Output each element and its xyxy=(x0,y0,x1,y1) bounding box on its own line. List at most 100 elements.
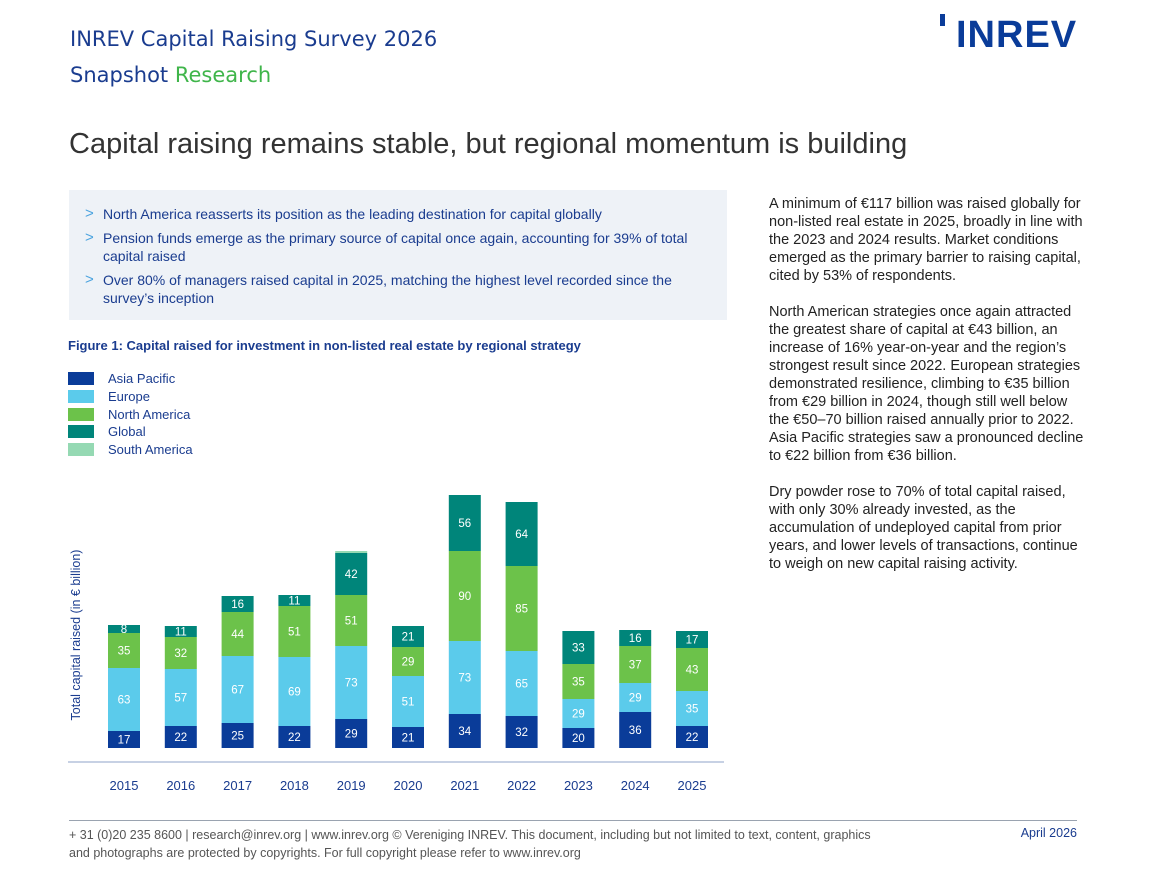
data-label: 73 xyxy=(345,678,358,690)
report-title: INREV Capital Raising Survey 2026 xyxy=(70,27,438,51)
bar-segment xyxy=(562,664,595,699)
data-label: 57 xyxy=(174,693,187,705)
data-label: 34 xyxy=(458,726,471,738)
data-label: 63 xyxy=(118,695,131,707)
data-label: 20 xyxy=(572,733,585,745)
bar-segment xyxy=(562,699,595,728)
bar-segment xyxy=(278,726,311,748)
data-label: 29 xyxy=(345,729,358,741)
bar-segment xyxy=(392,647,424,676)
legend-swatch xyxy=(68,443,94,456)
data-label: 16 xyxy=(231,599,244,611)
x-tick-label: 2015 xyxy=(110,778,139,793)
data-label: 44 xyxy=(231,629,244,641)
data-label: 37 xyxy=(629,660,642,672)
summary-bullet-text: North America reasserts its position as … xyxy=(103,206,602,222)
footer-date: April 2026 xyxy=(1020,826,1077,840)
summary-bullet: > North America reasserts its position a… xyxy=(85,205,715,223)
x-tick-label: 2021 xyxy=(450,778,479,793)
data-label: 32 xyxy=(174,648,187,660)
bar-segment xyxy=(505,566,538,651)
legend-swatch xyxy=(68,390,94,403)
bar-segment xyxy=(448,551,481,641)
bar-segment xyxy=(108,668,140,731)
report-subtitle: Snapshot Research xyxy=(70,63,271,87)
page-headline: Capital raising remains stable, but regi… xyxy=(69,128,908,160)
x-tick-label: 2017 xyxy=(223,778,252,793)
legend-label: Europe xyxy=(108,389,150,404)
x-tick-label: 2016 xyxy=(166,778,195,793)
data-label: 22 xyxy=(174,732,187,744)
data-label: 85 xyxy=(515,604,528,616)
data-label: 35 xyxy=(686,704,699,716)
data-label: 32 xyxy=(515,727,528,739)
data-label: 21 xyxy=(402,632,415,644)
bar-segment xyxy=(392,676,424,727)
summary-bullet: > Pension funds emerge as the primary so… xyxy=(85,229,715,265)
summary-bullet-text: Over 80% of managers raised capital in 2… xyxy=(103,272,672,306)
bar-segment xyxy=(335,595,368,646)
x-tick-label: 2022 xyxy=(507,778,536,793)
bar-segment xyxy=(108,731,140,748)
data-label: 16 xyxy=(629,633,642,645)
bar-segment xyxy=(505,716,538,748)
bar-segment xyxy=(108,633,140,668)
data-label: 67 xyxy=(231,685,244,697)
bar-segment xyxy=(562,631,595,664)
footer-divider xyxy=(69,820,1077,821)
bar-segment xyxy=(676,691,708,726)
bar-segment xyxy=(448,641,481,714)
bar-segment xyxy=(448,714,481,748)
y-axis-label: Total capital raised (in € billion) xyxy=(69,550,83,721)
data-label: 64 xyxy=(515,529,528,541)
bar-segment xyxy=(562,728,595,748)
subtitle-research: Research xyxy=(174,63,272,87)
data-label: 56 xyxy=(458,518,471,530)
data-label: 65 xyxy=(515,679,528,691)
bar-segment xyxy=(619,683,652,712)
data-label: 33 xyxy=(572,643,585,655)
bar-segment xyxy=(221,723,254,748)
data-label: 25 xyxy=(231,731,244,743)
body-text: A minimum of €117 billion was raised glo… xyxy=(769,195,1089,591)
legend-swatch xyxy=(68,425,94,438)
bar-segment xyxy=(221,656,254,723)
bar-segment xyxy=(164,726,197,748)
data-label: 17 xyxy=(686,635,699,647)
bar-segment xyxy=(108,625,140,633)
x-tick-label: 2020 xyxy=(394,778,423,793)
bar-segment xyxy=(505,502,538,566)
bar-segment xyxy=(278,595,311,606)
bar-segment xyxy=(676,631,708,648)
chevron-right-icon: > xyxy=(85,229,94,246)
bar-segment xyxy=(619,712,652,748)
body-paragraph: Dry powder rose to 70% of total capital … xyxy=(769,484,1078,572)
x-tick-label: 2018 xyxy=(280,778,309,793)
bar-segment xyxy=(505,651,538,716)
data-label: 11 xyxy=(288,596,300,608)
bar-segment xyxy=(676,648,708,691)
bar-segment xyxy=(164,669,197,726)
legend-label: South America xyxy=(108,442,193,457)
legend-swatch xyxy=(68,408,94,421)
x-tick-label: 2024 xyxy=(621,778,650,793)
bar-segment xyxy=(164,626,197,637)
footer-contact: + 31 (0)20 235 8600 | research@inrev.org… xyxy=(69,828,871,860)
summary-bullet-text: Pension funds emerge as the primary sour… xyxy=(103,230,688,264)
data-label: 21 xyxy=(402,733,415,745)
bar-segment xyxy=(392,626,424,647)
bar-segment xyxy=(619,646,652,683)
stacked-bar-chart: Total capital raised (in € billion) 17 63… xyxy=(68,495,724,793)
bars-group: 17 63 35 8 22 57 32 11 25 67 44 16 22 69 51 11 29 73 51 42 2… xyxy=(108,495,708,748)
bar-segment xyxy=(221,612,254,656)
data-label: 36 xyxy=(629,725,642,737)
body-paragraph: North American strategies once again att… xyxy=(769,304,1084,464)
data-label: 51 xyxy=(288,627,301,639)
data-label: 73 xyxy=(458,673,471,685)
chevron-right-icon: > xyxy=(85,205,94,222)
data-label: 69 xyxy=(288,687,301,699)
x-tick-label: 2025 xyxy=(678,778,707,793)
bar-segment xyxy=(619,630,652,646)
bar-segment xyxy=(221,596,254,612)
data-label: 8 xyxy=(121,624,127,636)
